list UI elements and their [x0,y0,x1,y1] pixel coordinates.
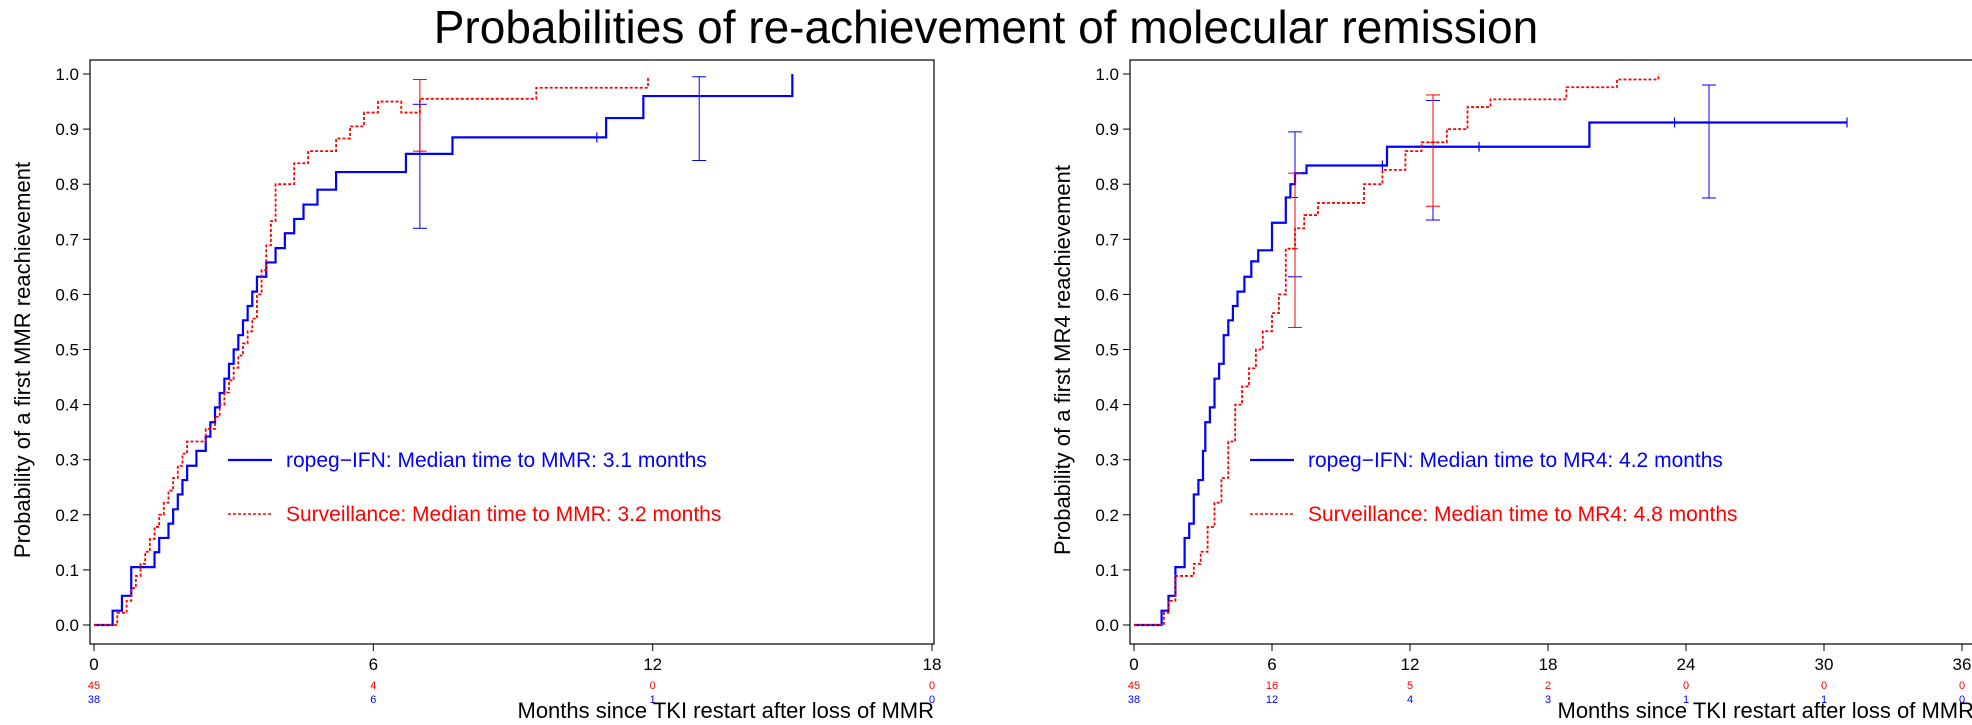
x-tick-label: 36 [1953,655,1972,674]
risk-table-value: 0 [1959,694,1965,706]
y-tick-label: 0.1 [1095,561,1119,580]
page-title: Probabilities of re-achievement of molec… [433,1,1539,53]
x-tick-label: 12 [1401,655,1420,674]
mmr-chart: 0.0 0.1 0.2 0.3 0.4 0.5 0.6 0.7 0.8 0.9 1.0 0 6 12 18 4… [10,59,942,723]
risk-table-value: 38 [1128,694,1140,706]
plot-frame [1129,59,1972,645]
x-axis-label: Months since TKI restart after loss of M… [1558,698,1972,723]
risk-table-value: 4 [370,680,376,692]
x-tick-label: 24 [1677,655,1696,674]
ropeg-km-line [94,74,794,627]
y-tick-label: 0.6 [55,285,79,304]
ropeg-km-line [1134,121,1847,627]
y-tick-label: 0.3 [55,451,79,470]
legend-label: Surveillance: Median time to MMR: 3.2 mo… [286,503,721,526]
risk-table-value: 38 [88,694,100,706]
risk-table-value: 2 [1545,680,1551,692]
y-tick-label: 1.0 [1095,65,1119,84]
y-tick-label: 0.4 [1095,396,1119,415]
legend-label: ropeg−IFN: Median time to MMR: 3.1 month… [286,449,707,472]
risk-table-value: 6 [370,694,376,706]
surveillance-km-line [94,76,649,626]
x-tick-label: 30 [1815,655,1834,674]
y-tick-label: 1.0 [55,65,79,84]
risk-table-value: 4 [1407,694,1413,706]
x-axis-label: Months since TKI restart after loss of M… [518,698,935,723]
risk-table-value: 45 [88,680,100,692]
y-tick-label: 0.0 [1095,616,1119,635]
risk-table-value: 0 [929,680,935,692]
surveillance-km-line [1134,74,1660,626]
risk-table-value: 0 [1683,680,1689,692]
risk-table-value: 0 [929,694,935,706]
risk-table-value: 1 [1821,694,1827,706]
risk-table-value: 1 [1683,694,1689,706]
y-tick-label: 0.2 [55,506,79,525]
y-tick-label: 0.8 [1095,175,1119,194]
y-tick-label: 0.3 [1095,451,1119,470]
x-tick-label: 18 [923,655,942,674]
x-tick-label: 0 [89,655,98,674]
risk-table-value: 0 [650,680,656,692]
y-tick-label: 0.1 [55,561,79,580]
y-tick-label: 0.6 [1095,285,1119,304]
risk-table-value: 0 [1821,680,1827,692]
y-tick-label: 0.7 [55,230,79,249]
risk-table-value: 16 [1266,680,1278,692]
plot-frame [89,59,935,645]
x-tick-label: 18 [1539,655,1558,674]
y-axis-label: Probability of a first MMR reachievement [10,162,35,558]
y-tick-label: 0.2 [1095,506,1119,525]
y-tick-label: 0.8 [55,175,79,194]
y-tick-label: 0.9 [55,120,79,139]
y-tick-label: 0.0 [55,616,79,635]
mr4-chart: 0.00.10.20.30.40.50.60.70.80.91.00 6 12 18 2… [1050,59,1972,723]
y-axis-label: Probability of a first MR4 reachievement [1050,165,1075,555]
y-tick-label: 0.4 [55,396,79,415]
legend-label: Surveillance: Median time to MR4: 4.8 mo… [1308,503,1738,526]
risk-table-value: 5 [1407,680,1413,692]
risk-table-value: 3 [1545,694,1551,706]
x-tick-label: 6 [369,655,378,674]
y-tick-label: 0.5 [1095,341,1119,360]
risk-table-value: 12 [1266,694,1278,706]
y-tick-label: 0.9 [1095,120,1119,139]
y-tick-label: 0.7 [1095,230,1119,249]
x-tick-label: 12 [643,655,662,674]
risk-table-value: 1 [650,694,656,706]
x-tick-label: 0 [1129,655,1138,674]
risk-table-value: 45 [1128,680,1140,692]
y-tick-label: 0.5 [55,341,79,360]
x-tick-label: 6 [1267,655,1276,674]
risk-table-value: 0 [1959,680,1965,692]
legend-label: ropeg−IFN: Median time to MR4: 4.2 month… [1308,449,1723,472]
